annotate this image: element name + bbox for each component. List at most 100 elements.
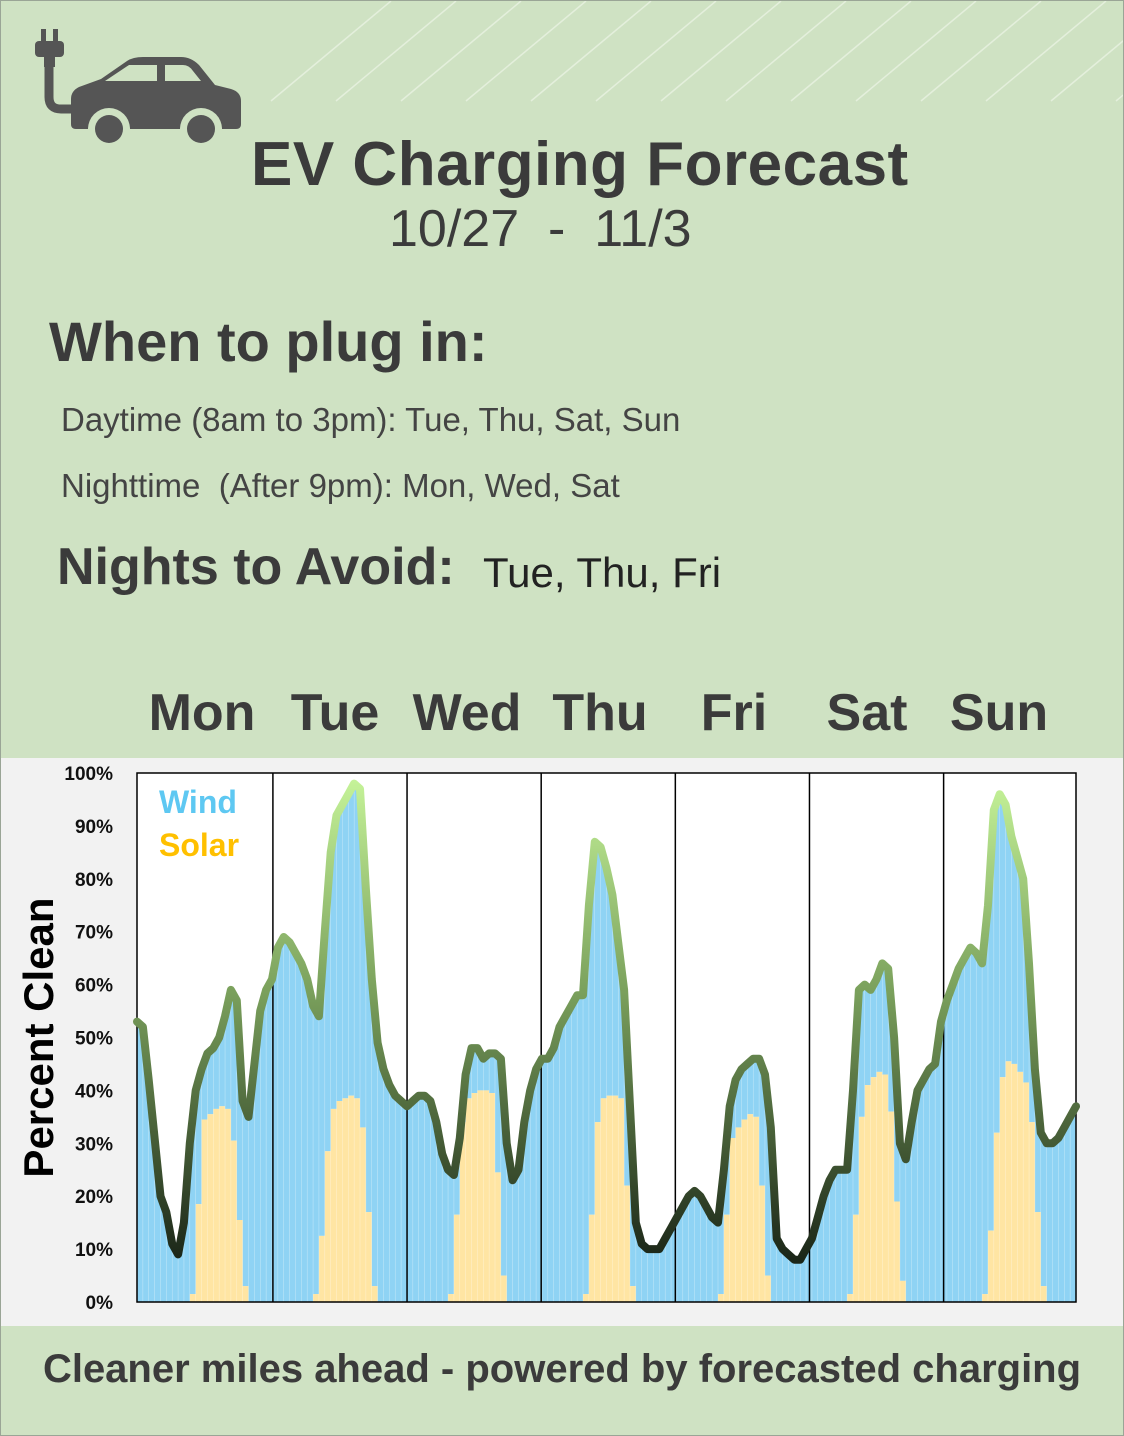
wind-bar <box>360 839 367 1128</box>
y-tick-label: 50% <box>75 1029 113 1050</box>
solar-bar <box>500 1275 508 1302</box>
solar-bar <box>759 1185 766 1302</box>
wind-bar <box>213 1042 220 1109</box>
wind-bar <box>583 950 590 1295</box>
solar-bar <box>882 1074 889 1302</box>
wind-bar <box>536 1063 543 1302</box>
wind-bar <box>412 1098 419 1302</box>
wind-bar <box>929 1066 936 1302</box>
solar-bar <box>764 1275 772 1302</box>
stripe-line <box>790 1 912 102</box>
solar-bar <box>612 1095 619 1302</box>
solar-bar <box>336 1100 343 1302</box>
wind-bar <box>195 1079 202 1205</box>
wind-bar <box>794 1259 801 1302</box>
wind-bar <box>700 1201 707 1302</box>
wind-bar <box>952 976 959 1302</box>
wind-bar <box>254 1037 261 1302</box>
wind-bar <box>606 881 613 1096</box>
wind-bar <box>418 1095 425 1302</box>
wind-bar <box>571 1000 578 1302</box>
solar-bar <box>864 1085 871 1302</box>
wind-bar <box>923 1074 930 1302</box>
solar-bar <box>624 1185 631 1302</box>
wind-bar <box>847 1130 854 1295</box>
solar-bar <box>729 1138 736 1302</box>
day-label-sun: Sun <box>949 684 1049 742</box>
solar-bar <box>753 1116 760 1302</box>
day-label-thu: Thu <box>552 684 648 742</box>
wind-bar <box>160 1204 167 1302</box>
wind-bar <box>817 1206 824 1302</box>
y-tick-label: 70% <box>75 923 113 944</box>
wind-bar <box>1034 1100 1042 1213</box>
stripe-line <box>855 1 977 102</box>
wind-bar <box>442 1161 449 1302</box>
wind-bar <box>682 1201 689 1302</box>
solar-bar <box>1011 1063 1018 1302</box>
solar-bar <box>600 1098 607 1302</box>
wind-bar <box>905 1140 912 1302</box>
wind-bar <box>641 1246 648 1302</box>
solar-bar <box>195 1204 202 1302</box>
clean-energy-chart: 0% 10% 20% 30% 40% 50% 60% 70% 80% 90% 100% Percent… <box>15 764 1080 1314</box>
wind-bar <box>395 1098 402 1302</box>
solar-bar <box>1029 1122 1036 1302</box>
solar-bar <box>453 1214 461 1302</box>
wind-bar <box>1017 868 1024 1072</box>
wind-bar <box>277 942 285 1302</box>
wind-bar <box>430 1111 437 1302</box>
solar-bar <box>219 1106 226 1302</box>
wind-bar <box>142 1053 150 1302</box>
stripe-line <box>530 1 652 102</box>
wind-bar <box>271 963 279 1302</box>
wind-bar <box>964 952 971 1302</box>
solar-bar <box>888 1111 895 1302</box>
wind-bar <box>559 1021 566 1302</box>
y-tick-label: 60% <box>75 976 113 997</box>
wind-bar <box>747 1061 754 1115</box>
stripe-line <box>920 1 1042 102</box>
wind-bar <box>541 1058 549 1302</box>
solar-bar <box>870 1077 877 1302</box>
wind-bar <box>800 1254 807 1302</box>
wind-bar <box>782 1251 789 1302</box>
solar-bar <box>583 1294 590 1302</box>
wind-bar <box>318 974 326 1236</box>
wind-bar <box>770 1182 777 1302</box>
plug-in-heading: When to plug in: <box>49 310 488 373</box>
wind-bar <box>207 1050 214 1115</box>
wind-bar <box>248 1090 255 1302</box>
stripe-line <box>1050 40 1123 102</box>
wind-bar <box>230 995 238 1141</box>
wind-bar <box>858 987 866 1117</box>
solar-bar <box>448 1294 455 1302</box>
avoid-days: Tue, Thu, Fri <box>483 549 722 596</box>
wind-bar <box>577 995 584 1302</box>
wind-bar <box>307 992 314 1302</box>
y-tick-label: 100% <box>64 764 113 785</box>
solar-bar <box>242 1286 249 1302</box>
solar-bar <box>459 1122 466 1302</box>
wind-bar <box>741 1066 748 1120</box>
solar-bar <box>471 1093 478 1302</box>
wind-bar <box>518 1145 525 1302</box>
solar-bar <box>899 1280 907 1302</box>
solar-bar <box>207 1114 214 1302</box>
wind-bar <box>453 1156 461 1215</box>
wind-bar <box>500 1100 508 1276</box>
wind-bar <box>653 1249 660 1302</box>
wind-bar <box>189 1116 196 1295</box>
solar-bar <box>741 1119 748 1302</box>
stripe-line <box>660 1 782 102</box>
stripe-line <box>270 1 392 102</box>
day-label-fri: Fri <box>700 684 768 742</box>
wind-bar <box>424 1098 431 1302</box>
wind-bar <box>676 1212 684 1302</box>
stripe-line <box>465 1 587 102</box>
wind-bar <box>371 1011 378 1287</box>
solar-bar <box>999 1077 1006 1302</box>
wind-bar <box>365 934 373 1213</box>
wind-bar <box>665 1233 672 1302</box>
wind-bar <box>694 1193 701 1302</box>
